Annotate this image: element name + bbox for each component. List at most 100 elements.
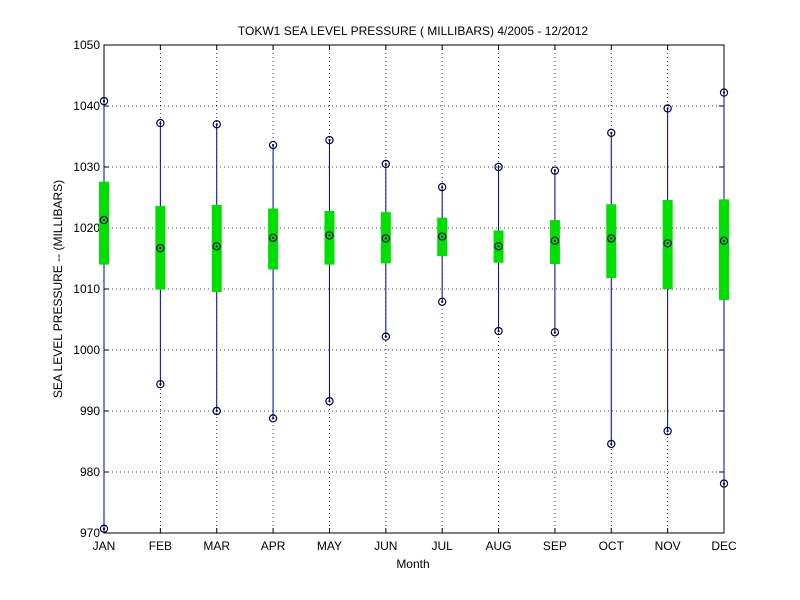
mean-marker — [663, 239, 672, 248]
min-marker — [381, 332, 391, 341]
max-marker — [156, 118, 165, 128]
x-tick-label: JAN — [93, 539, 116, 553]
month-group-jun — [380, 159, 391, 341]
mean-marker — [325, 231, 334, 240]
max-marker-dot — [328, 139, 331, 142]
mean-marker-dot — [497, 245, 500, 248]
x-tick-label: MAY — [317, 539, 342, 553]
x-axis-label: Month — [396, 557, 429, 571]
min-marker-dot — [102, 527, 106, 530]
mean-marker-dot — [666, 242, 669, 245]
max-marker-dot — [102, 100, 106, 103]
max-marker-dot — [159, 121, 162, 125]
mean-marker-dot — [441, 235, 444, 238]
max-marker-dot — [722, 91, 726, 94]
band-bar — [324, 210, 335, 265]
x-tick-label: DEC — [711, 539, 737, 553]
y-tick-label: 1000 — [73, 343, 100, 357]
month-group-oct — [606, 128, 617, 449]
mean-marker-dot — [328, 234, 331, 237]
max-marker — [719, 88, 729, 97]
min-marker-dot — [610, 442, 613, 446]
mean-marker — [494, 242, 503, 251]
x-tick-label: FEB — [149, 539, 172, 553]
y-tick-label: 1010 — [73, 282, 100, 296]
month-group-may — [324, 135, 335, 406]
mean-marker — [550, 236, 560, 246]
mean-marker — [437, 232, 447, 241]
mean-marker — [719, 236, 729, 246]
month-group-nov — [662, 104, 673, 436]
band-bar — [549, 220, 560, 264]
y-axis: 970 980 990 1000 1010 1020 1030 1040 1050 — [73, 38, 724, 540]
x-tick-label: SEP — [543, 539, 567, 553]
min-marker — [437, 297, 447, 307]
min-marker — [325, 397, 334, 406]
min-marker-dot — [328, 400, 331, 403]
grid — [104, 45, 724, 533]
x-tick-label: AUG — [486, 539, 512, 553]
month-group-jan — [99, 96, 109, 533]
month-group-mar — [211, 120, 222, 416]
mean-marker-dot — [384, 237, 387, 240]
mean-marker — [381, 234, 391, 243]
min-marker — [719, 479, 729, 488]
max-marker — [381, 159, 391, 169]
mean-marker — [607, 234, 616, 243]
band-bar — [719, 199, 729, 300]
max-marker-dot — [271, 143, 275, 147]
max-marker-dot — [384, 162, 387, 166]
min-marker-dot — [666, 430, 669, 433]
y-tick-label: 970 — [80, 526, 100, 540]
month-group-dec — [719, 88, 729, 488]
mean-marker-dot — [610, 237, 613, 240]
y-axis-label: SEA LEVEL PRESSURE -- (MILLIBARS) — [51, 180, 65, 398]
min-marker-dot — [722, 482, 726, 485]
band-bar — [606, 204, 617, 279]
y-tick-label: 1040 — [73, 99, 100, 113]
y-tick-label: 1020 — [73, 221, 100, 235]
min-marker — [663, 426, 672, 436]
mean-marker — [268, 233, 278, 242]
mean-marker — [99, 215, 109, 225]
x-tick-label: OCT — [599, 539, 625, 553]
max-marker — [607, 128, 616, 138]
month-group-apr — [268, 140, 279, 423]
y-tick-label: 1030 — [73, 160, 100, 174]
min-marker — [212, 406, 221, 416]
month-group-sep — [549, 166, 560, 337]
min-marker — [156, 379, 165, 389]
month-group-feb — [155, 118, 166, 389]
max-marker-dot — [441, 186, 444, 189]
min-marker — [550, 328, 560, 337]
x-axis: JAN FEB MAR APR MAY JUN JUL AUG SEP OCT NOV DEC — [93, 45, 737, 553]
x-tick-label: NOV — [655, 539, 681, 553]
min-marker — [268, 414, 278, 423]
x-tick-label: JUN — [374, 539, 397, 553]
chart-title: TOKW1 SEA LEVEL PRESSURE ( MILLIBARS) 4/… — [238, 24, 588, 38]
mean-marker-dot — [159, 247, 162, 250]
min-marker-dot — [441, 300, 444, 303]
month-group-jul — [437, 182, 448, 307]
max-marker — [550, 166, 560, 175]
mean-marker-dot — [215, 245, 218, 248]
max-marker — [212, 120, 221, 129]
max-marker — [325, 135, 334, 145]
mean-marker — [156, 243, 165, 253]
min-marker-dot — [497, 329, 500, 333]
mean-marker — [212, 242, 221, 251]
max-marker — [437, 182, 447, 192]
mean-marker-dot — [553, 239, 557, 242]
min-marker-dot — [271, 417, 275, 420]
x-tick-label: APR — [261, 539, 286, 553]
max-marker — [663, 104, 672, 113]
y-tick-label: 1050 — [73, 38, 100, 52]
band-bar — [268, 208, 279, 270]
min-marker-dot — [159, 383, 162, 386]
month-group-aug — [493, 162, 504, 336]
series — [99, 88, 729, 533]
band-bar — [211, 204, 222, 293]
min-marker-dot — [553, 331, 557, 334]
min-marker — [607, 439, 616, 449]
